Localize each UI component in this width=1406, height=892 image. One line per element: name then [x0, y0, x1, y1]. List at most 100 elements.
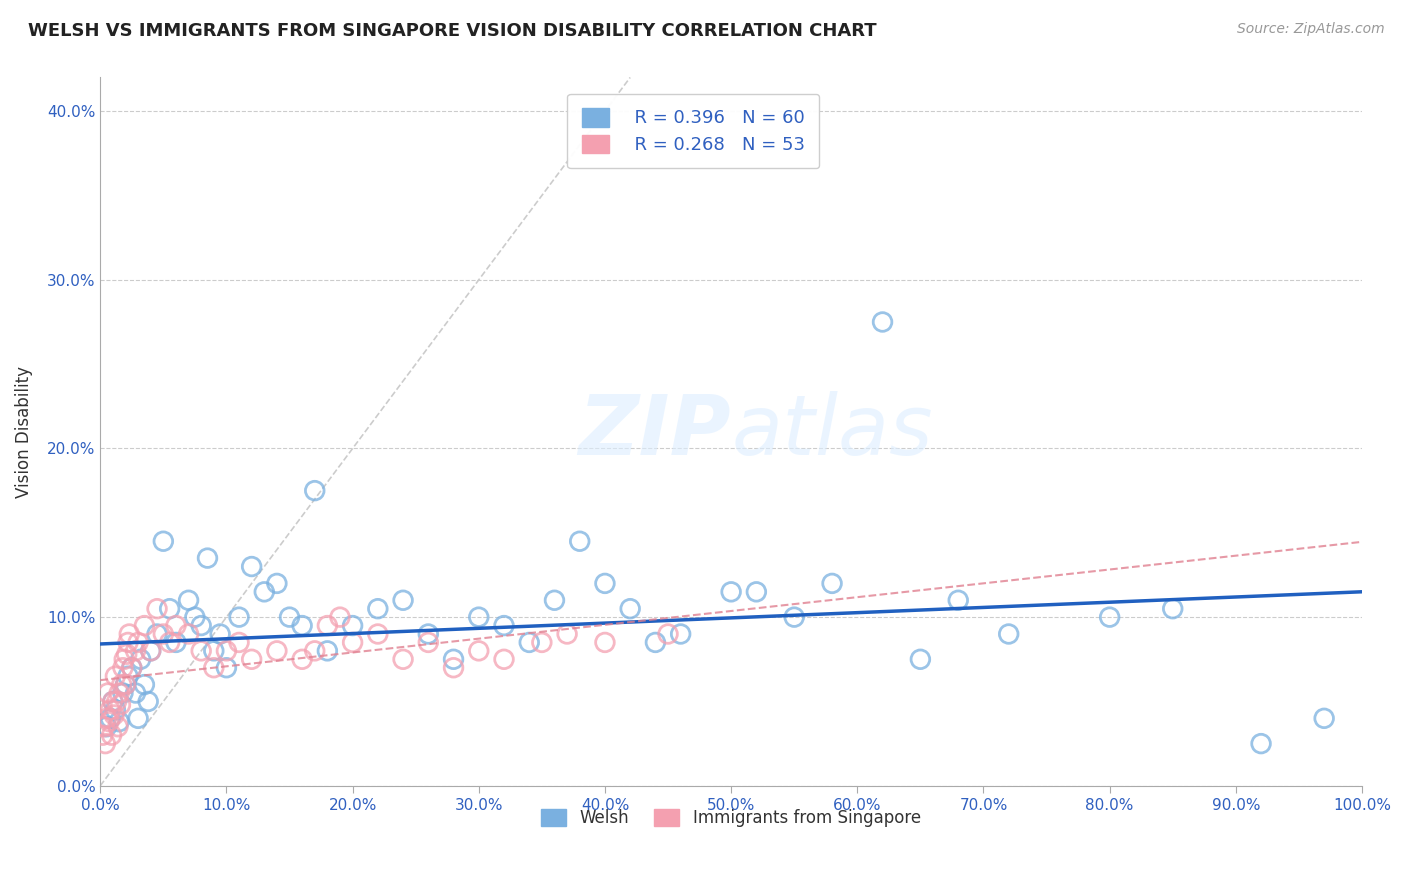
Point — [342, 635, 364, 649]
Point — [94, 737, 117, 751]
Point — [117, 635, 139, 649]
Text: ZIP: ZIP — [578, 391, 731, 472]
Point — [136, 694, 159, 708]
Point — [418, 635, 440, 649]
Point — [215, 644, 238, 658]
Point — [468, 610, 491, 624]
Point — [367, 627, 389, 641]
Point — [278, 610, 301, 624]
Point — [291, 618, 314, 632]
Point — [129, 652, 152, 666]
Point — [316, 618, 339, 632]
Point — [1098, 610, 1121, 624]
Point — [146, 601, 169, 615]
Point — [669, 627, 692, 641]
Point — [948, 593, 970, 607]
Point — [872, 315, 894, 329]
Point — [190, 644, 212, 658]
Point — [146, 627, 169, 641]
Point — [215, 661, 238, 675]
Point — [190, 618, 212, 632]
Point — [96, 720, 118, 734]
Point — [530, 635, 553, 649]
Legend: Welsh, Immigrants from Singapore: Welsh, Immigrants from Singapore — [534, 803, 928, 834]
Point — [118, 627, 141, 641]
Point — [783, 610, 806, 624]
Point — [177, 593, 200, 607]
Point — [98, 711, 121, 725]
Point — [114, 677, 136, 691]
Point — [392, 593, 415, 607]
Point — [228, 610, 250, 624]
Point — [104, 703, 127, 717]
Point — [139, 644, 162, 658]
Point — [93, 720, 115, 734]
Point — [98, 703, 121, 717]
Point — [266, 644, 288, 658]
Point — [342, 618, 364, 632]
Point — [165, 635, 187, 649]
Point — [492, 618, 515, 632]
Point — [1161, 601, 1184, 615]
Point — [619, 601, 641, 615]
Point — [108, 686, 131, 700]
Point — [114, 677, 136, 691]
Point — [329, 610, 352, 624]
Point — [392, 652, 415, 666]
Point — [202, 661, 225, 675]
Point — [111, 686, 134, 700]
Point — [593, 635, 616, 649]
Point — [443, 652, 465, 666]
Point — [202, 644, 225, 658]
Point — [159, 601, 181, 615]
Text: Source: ZipAtlas.com: Source: ZipAtlas.com — [1237, 22, 1385, 37]
Point — [105, 694, 128, 708]
Point — [517, 635, 540, 649]
Point — [111, 661, 134, 675]
Point — [104, 669, 127, 683]
Point — [1250, 737, 1272, 751]
Point — [492, 652, 515, 666]
Point — [240, 652, 263, 666]
Text: WELSH VS IMMIGRANTS FROM SINGAPORE VISION DISABILITY CORRELATION CHART: WELSH VS IMMIGRANTS FROM SINGAPORE VISIO… — [28, 22, 877, 40]
Point — [266, 576, 288, 591]
Point — [468, 644, 491, 658]
Point — [111, 677, 134, 691]
Point — [291, 652, 314, 666]
Text: atlas: atlas — [731, 391, 932, 472]
Point — [117, 669, 139, 683]
Point — [103, 708, 125, 723]
Point — [543, 593, 565, 607]
Point — [304, 644, 326, 658]
Point — [165, 618, 187, 632]
Point — [108, 714, 131, 729]
Point — [112, 652, 135, 666]
Point — [1313, 711, 1336, 725]
Point — [997, 627, 1019, 641]
Point — [115, 647, 138, 661]
Point — [96, 711, 118, 725]
Point — [184, 610, 207, 624]
Point — [240, 559, 263, 574]
Point — [101, 694, 124, 708]
Point — [91, 728, 114, 742]
Point — [152, 534, 174, 549]
Point — [127, 711, 149, 725]
Point — [443, 661, 465, 675]
Point — [97, 686, 120, 700]
Point — [121, 661, 143, 675]
Point — [418, 627, 440, 641]
Point — [910, 652, 932, 666]
Point — [159, 635, 181, 649]
Point — [107, 720, 129, 734]
Point — [209, 627, 232, 641]
Point — [177, 627, 200, 641]
Point — [127, 635, 149, 649]
Point — [720, 584, 742, 599]
Point — [124, 686, 146, 700]
Point — [197, 551, 219, 566]
Point — [568, 534, 591, 549]
Point — [657, 627, 679, 641]
Point — [316, 644, 339, 658]
Point — [124, 644, 146, 658]
